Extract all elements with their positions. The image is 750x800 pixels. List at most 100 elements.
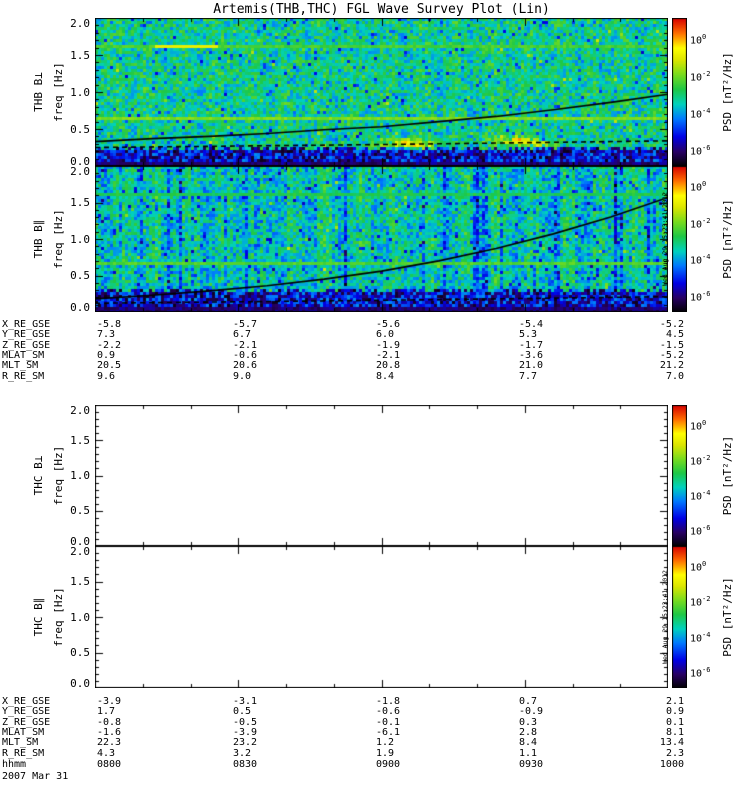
freq-tick-label: 1.5 <box>70 196 90 209</box>
eph-value: 3.2 <box>233 747 252 759</box>
freq-tick-label: 1.0 <box>70 232 90 246</box>
eph-value: 7.3 <box>97 329 116 341</box>
time-tick-label: 0800 <box>97 759 122 770</box>
psd-axis-label: PSD [nT²/Hz] <box>721 199 734 279</box>
eph-value: 1.7 <box>97 706 116 718</box>
eph-value: -5.2 <box>659 349 684 361</box>
eph-value: 0.1 <box>665 716 684 728</box>
eph-value: -3.9 <box>97 696 122 707</box>
freq-tick-label: 0.0 <box>70 676 90 690</box>
eph-value: -1.5 <box>659 339 684 351</box>
eph-value: 5.3 <box>519 329 538 341</box>
colorbar-tick-label: 10-4 <box>690 630 711 645</box>
eph-value: 8.4 <box>376 370 395 382</box>
eph-value: 20.8 <box>376 360 401 372</box>
freq-tick-label: 1.5 <box>70 48 90 62</box>
eph-value: -5.6 <box>376 319 401 330</box>
eph-value: -3.9 <box>233 726 258 738</box>
time-tick-label: 0930 <box>519 759 544 770</box>
psd-colorbar <box>672 405 687 546</box>
eph-value: -5.7 <box>233 319 258 330</box>
colorbar-tick-label: 10-4 <box>690 253 711 267</box>
freq-tick-label: 2.0 <box>70 544 90 558</box>
eph-value: 0.3 <box>519 716 538 728</box>
eph-value: 9.0 <box>233 370 252 382</box>
eph-value: -0.9 <box>519 706 544 718</box>
eph-value: -5.4 <box>519 319 544 330</box>
eph-value: 20.5 <box>97 360 122 372</box>
freq-tick-label: 2.0 <box>70 403 90 417</box>
eph-value: 21.2 <box>659 360 684 372</box>
colorbar-tick-label: 10-2 <box>690 453 711 468</box>
eph-value: 2.8 <box>519 726 538 738</box>
panel-name-label: THC B∥ <box>32 597 45 637</box>
eph-value: 4.3 <box>97 747 116 759</box>
freq-axis-label: freq [Hz] <box>52 209 65 269</box>
eph-value: 2.3 <box>665 747 684 759</box>
eph-value: 7.7 <box>519 370 538 382</box>
eph-value: -1.9 <box>376 339 401 351</box>
eph-value: 1.1 <box>519 747 538 759</box>
colorbar-tick-label: 100 <box>690 180 707 194</box>
eph-value: -2.1 <box>233 339 258 351</box>
eph-value: 0.9 <box>97 349 116 361</box>
freq-tick-label: 0.5 <box>70 504 90 518</box>
eph-row-label: MLAT_SM <box>2 726 45 738</box>
colorbar-tick-label: 10-2 <box>690 69 711 83</box>
time-axis-unit-label: hhmm <box>2 759 27 770</box>
freq-tick-label: 1.0 <box>70 469 90 482</box>
psd-axis-label: PSD [nT²/Hz] <box>721 577 734 657</box>
eph-value: 7.0 <box>665 370 684 382</box>
colorbar-tick-label: 100 <box>690 32 707 46</box>
eph-row-label: R_RE_SM <box>2 370 45 382</box>
spectrogram-panel-thc-b∥ <box>95 546 668 688</box>
eph-value: 13.4 <box>659 737 684 749</box>
eph-row-label: MLT_SM <box>2 360 39 372</box>
eph-row-label: R_RE_SM <box>2 747 45 759</box>
freq-tick-label: 0.0 <box>70 154 90 168</box>
freq-tick-label: 1.5 <box>70 575 90 588</box>
eph-row-label: Y_RE_GSE <box>2 706 51 718</box>
freq-tick-label: 1.5 <box>70 433 90 447</box>
eph-value: 22.3 <box>97 737 122 749</box>
date-label: 2007 Mar 31 <box>2 771 69 782</box>
time-tick-label: 0830 <box>233 759 258 770</box>
freq-tick-label: 0.0 <box>70 534 90 548</box>
time-tick-label: 0900 <box>376 759 401 770</box>
panel-name-label: THB B∥ <box>32 219 45 259</box>
freq-tick-label: 0.5 <box>70 122 90 136</box>
freq-tick-label: 0.5 <box>70 646 90 659</box>
eph-value: 6.0 <box>376 329 395 341</box>
colorbar-tick-label: 10-2 <box>690 595 711 609</box>
psd-colorbar <box>672 166 687 312</box>
freq-axis-label: freq [Hz] <box>52 445 65 506</box>
eph-value: -2.2 <box>97 339 122 351</box>
colorbar-tick-label: 10-6 <box>690 289 711 304</box>
colorbar-tick-label: 100 <box>690 418 707 432</box>
eph-value: -6.1 <box>376 726 401 738</box>
eph-value: 0.7 <box>519 696 538 707</box>
eph-value: -0.6 <box>233 349 258 361</box>
colorbar-tick-label: 10-6 <box>690 666 711 680</box>
eph-value: -1.8 <box>376 696 401 707</box>
eph-value: 0.9 <box>665 706 684 718</box>
psd-colorbar <box>672 18 687 166</box>
freq-axis-label: freq [Hz] <box>52 587 65 647</box>
eph-value: -5.2 <box>659 319 684 330</box>
eph-value: 6.7 <box>233 329 252 341</box>
eph-value: -0.5 <box>233 716 258 728</box>
colorbar-tick-label: 10-2 <box>690 216 711 231</box>
psd-colorbar <box>672 546 687 688</box>
eph-row-label: Y_RE_GSE <box>2 329 51 341</box>
freq-tick-label: 2.0 <box>70 16 90 30</box>
eph-value: -1.6 <box>97 726 122 738</box>
panel-name-label: THB B⊥ <box>32 72 45 112</box>
eph-value: 1.9 <box>376 747 395 759</box>
colorbar-tick-label: 10-4 <box>690 489 711 503</box>
psd-axis-label: PSD [nT²/Hz] <box>721 52 734 132</box>
plot-title: Artemis(THB,THC) FGL Wave Survey Plot (L… <box>213 2 550 17</box>
freq-axis-label: freq [Hz] <box>52 62 65 122</box>
eph-value: 23.2 <box>233 737 258 749</box>
colorbar-tick-label: 100 <box>690 559 707 574</box>
